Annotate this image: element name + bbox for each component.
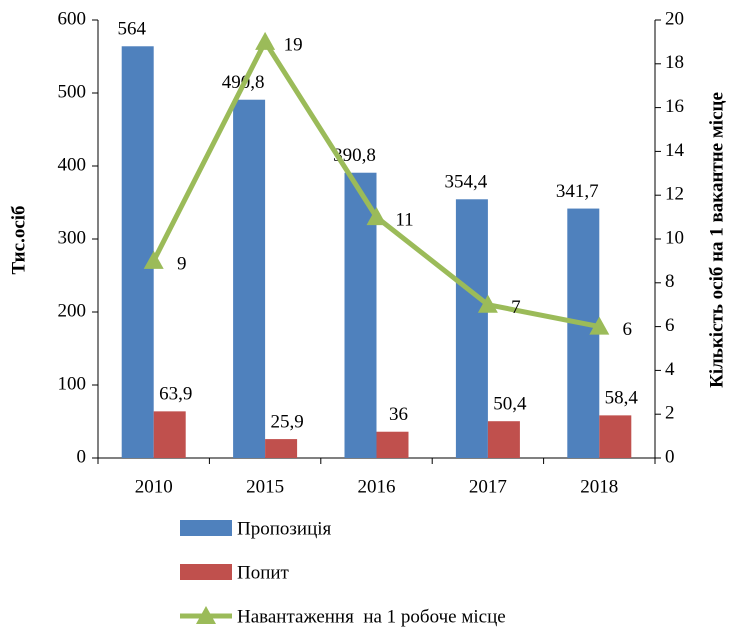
legend-label: Попит xyxy=(237,562,290,583)
data-label: 58,4 xyxy=(605,388,639,409)
y-tick-label: 400 xyxy=(58,154,87,175)
bar xyxy=(487,421,520,458)
data-label: 7 xyxy=(511,297,521,318)
y2-tick-label: 0 xyxy=(665,446,675,467)
marker xyxy=(589,316,610,335)
bar xyxy=(265,439,298,458)
legend-label: Пропозиція xyxy=(237,518,332,539)
y-tick-label: 300 xyxy=(58,227,87,248)
y2-tick-label: 10 xyxy=(665,227,684,248)
x-tick-label: 2015 xyxy=(246,476,284,497)
y2-tick-label: 12 xyxy=(665,184,684,205)
marker xyxy=(366,207,387,226)
y2-tick-label: 8 xyxy=(665,271,675,292)
data-label: 50,4 xyxy=(493,394,527,415)
data-label: 36 xyxy=(389,404,408,425)
bar xyxy=(153,411,186,458)
legend-marker xyxy=(196,606,216,624)
data-label: 19 xyxy=(284,34,303,55)
data-label: 6 xyxy=(623,319,633,340)
y2-axis-label: Кількість осіб на 1 вакантне місце xyxy=(706,92,727,388)
legend-swatch xyxy=(180,564,232,580)
y-tick-label: 200 xyxy=(58,300,87,321)
y-tick-label: 600 xyxy=(58,8,87,29)
data-label: 63,9 xyxy=(159,384,192,405)
marker xyxy=(477,294,498,313)
marker xyxy=(255,31,276,50)
y2-tick-label: 18 xyxy=(665,52,684,73)
y2-tick-label: 14 xyxy=(665,140,685,161)
data-label: 564 xyxy=(117,19,146,40)
x-tick-label: 2010 xyxy=(135,476,173,497)
y-axis-label: Тис.осіб xyxy=(8,205,29,274)
y2-tick-label: 20 xyxy=(665,8,684,29)
x-tick-label: 2016 xyxy=(358,476,396,497)
data-label: 390,8 xyxy=(333,145,376,166)
x-tick-label: 2017 xyxy=(469,476,507,497)
data-label: 11 xyxy=(395,209,413,230)
y-tick-label: 0 xyxy=(77,446,87,467)
bar xyxy=(599,415,632,458)
y2-tick-label: 2 xyxy=(665,403,675,424)
y-tick-label: 100 xyxy=(58,373,87,394)
legend-label: Навантаження на 1 робоче місце xyxy=(237,606,506,627)
marker xyxy=(143,250,164,269)
data-label: 354,4 xyxy=(445,172,488,193)
data-label: 25,9 xyxy=(270,411,303,432)
legend-swatch xyxy=(180,520,232,536)
bar xyxy=(121,46,154,458)
bar xyxy=(344,172,377,458)
y2-tick-label: 6 xyxy=(665,315,675,336)
y-tick-label: 500 xyxy=(58,81,87,102)
y2-tick-label: 16 xyxy=(665,96,684,117)
x-tick-label: 2018 xyxy=(580,476,618,497)
data-label: 341,7 xyxy=(556,181,599,202)
y2-tick-label: 4 xyxy=(665,359,675,380)
bar xyxy=(233,99,266,458)
data-label: 9 xyxy=(177,253,187,274)
bar xyxy=(455,199,488,458)
bar xyxy=(376,431,409,458)
